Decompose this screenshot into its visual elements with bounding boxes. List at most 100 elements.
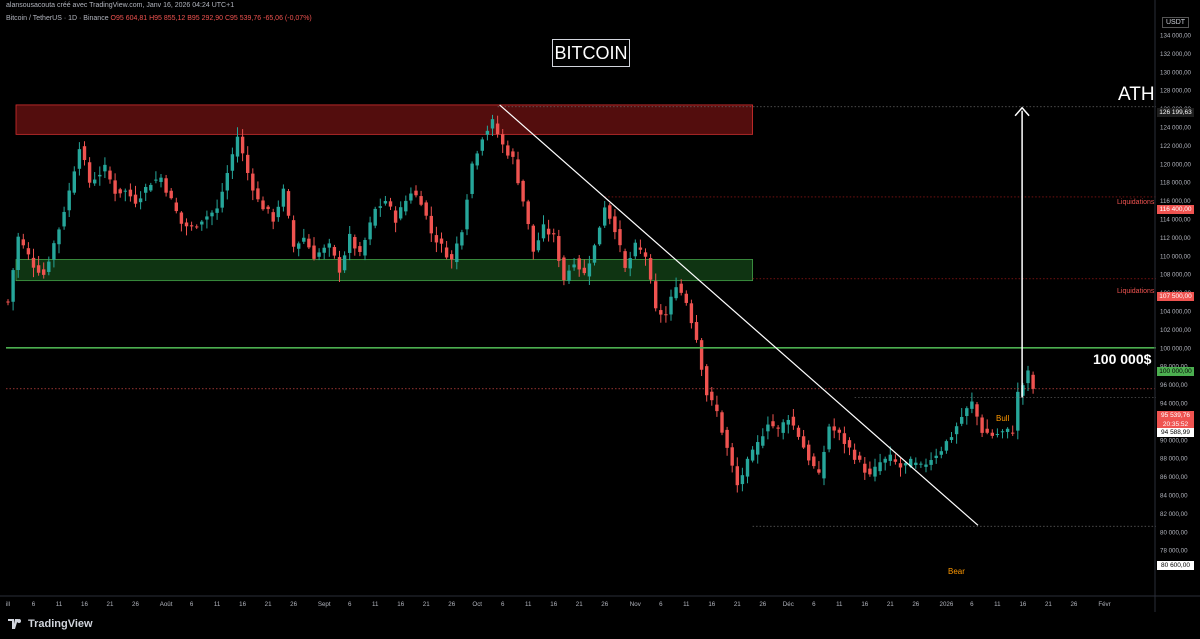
y-tick-label: 116 000,00 xyxy=(1160,198,1191,205)
candle-body xyxy=(286,191,291,216)
symbol-line: Bitcoin / TetherUS · 1D · Binance O95 60… xyxy=(6,15,312,22)
candle-body xyxy=(552,233,556,235)
candle-body xyxy=(990,432,994,436)
y-tick-label: 104 000,00 xyxy=(1160,309,1192,316)
candle-body xyxy=(47,261,51,272)
ath-label[interactable]: ATH xyxy=(1118,84,1155,105)
candle-body xyxy=(664,314,668,316)
candle-body xyxy=(924,464,928,467)
candle-body xyxy=(444,247,449,258)
candle-body xyxy=(863,463,867,473)
candle-body xyxy=(189,225,194,227)
candle-body xyxy=(654,281,658,309)
candle-body xyxy=(220,191,224,208)
tradingview-logo[interactable]: TradingView xyxy=(8,618,93,630)
x-tick-label: Sept xyxy=(318,601,331,608)
candle-body xyxy=(659,310,663,315)
downtrend-line[interactable] xyxy=(499,104,979,526)
currency-label[interactable]: USDT xyxy=(1162,17,1190,28)
x-tick-label: 6 xyxy=(32,601,36,608)
candle-body xyxy=(847,440,852,448)
candle-body xyxy=(608,205,612,219)
candle-body xyxy=(210,212,214,217)
x-tick-label: Oct xyxy=(472,601,482,608)
candle-body xyxy=(1031,374,1035,389)
candle-body xyxy=(485,130,490,135)
candle-body xyxy=(705,366,709,396)
candle-body xyxy=(337,257,342,273)
candle-body xyxy=(730,447,734,466)
candle-body xyxy=(618,229,622,246)
current-price-label: 95 539,76 xyxy=(1157,411,1194,420)
support-zone[interactable] xyxy=(15,259,753,282)
candle-body xyxy=(577,258,581,270)
candle-body xyxy=(807,444,811,461)
candle-body xyxy=(108,170,112,180)
candle-body xyxy=(52,243,56,260)
candle-body xyxy=(878,462,882,472)
liquidations-label-upper[interactable]: Liquidations xyxy=(1117,199,1155,206)
candle-body xyxy=(858,455,862,460)
bear-label[interactable]: Bear xyxy=(948,567,965,576)
x-tick-label: 2026 xyxy=(940,601,954,608)
candle-body xyxy=(144,187,148,193)
candle-body xyxy=(735,466,739,486)
candle-body xyxy=(898,463,903,468)
x-tick-label: 26 xyxy=(1070,601,1077,608)
candle-body xyxy=(960,416,964,424)
candle-body xyxy=(511,151,515,157)
candle-body xyxy=(1016,391,1020,431)
candle-body xyxy=(929,460,933,465)
y-tick-label: 134 000,00 xyxy=(1160,33,1192,40)
candle-body xyxy=(694,322,699,340)
price-axis: 78 000,00 80 000,00 82 000,00 84 000,00 86 0… xyxy=(1154,0,1192,612)
candle-body xyxy=(419,196,423,205)
candle-body xyxy=(93,179,97,184)
x-tick-label: 6 xyxy=(501,601,505,608)
x-tick-label: 11 xyxy=(836,601,843,608)
x-tick-label: 6 xyxy=(190,601,194,608)
candle-body xyxy=(82,146,87,161)
candle-body xyxy=(133,194,138,204)
candle-body xyxy=(215,208,219,213)
x-tick-label: 16 xyxy=(239,601,246,608)
candle-body xyxy=(495,123,500,135)
resistance-zone[interactable] xyxy=(15,104,753,135)
countdown-label: 20:35:52 xyxy=(1157,420,1194,429)
candle-body xyxy=(771,421,775,427)
candle-body xyxy=(949,437,954,440)
candle-body xyxy=(975,404,979,417)
y-tick-label: 86 000,00 xyxy=(1160,474,1188,481)
candle-body xyxy=(817,469,821,473)
candle-body xyxy=(546,228,551,235)
candles-layer xyxy=(6,114,1035,493)
candle-body xyxy=(710,391,714,401)
liquidations-label-lower[interactable]: Liquidations xyxy=(1117,288,1155,295)
tradingview-wordmark: TradingView xyxy=(28,618,93,630)
candle-body xyxy=(465,199,469,230)
candle-body xyxy=(154,179,158,181)
candle-body xyxy=(230,154,235,171)
y-tick-label: 132 000,00 xyxy=(1160,51,1192,58)
candle-body xyxy=(490,119,495,129)
candle-body xyxy=(57,229,61,245)
chart-title[interactable]: BITCOIN xyxy=(552,39,630,67)
candle-body xyxy=(409,193,413,201)
x-tick-label: 21 xyxy=(423,601,430,608)
level-100k-label[interactable]: 100 000$ xyxy=(1093,351,1152,367)
candle-body xyxy=(597,227,602,245)
candle-body xyxy=(200,221,204,225)
candle-body xyxy=(521,180,525,202)
x-tick-label: 26 xyxy=(601,601,608,608)
bull-label[interactable]: Bull xyxy=(996,414,1010,423)
bull-price-label: 94 588,99 xyxy=(1157,428,1194,437)
candle-body xyxy=(184,222,189,227)
candle-body xyxy=(603,207,607,226)
candle-body xyxy=(715,404,719,412)
candle-body xyxy=(450,254,454,260)
candle-body xyxy=(251,173,255,191)
candle-body xyxy=(327,243,331,248)
y-tick-label: 88 000,00 xyxy=(1160,456,1188,463)
candle-body xyxy=(348,233,352,253)
